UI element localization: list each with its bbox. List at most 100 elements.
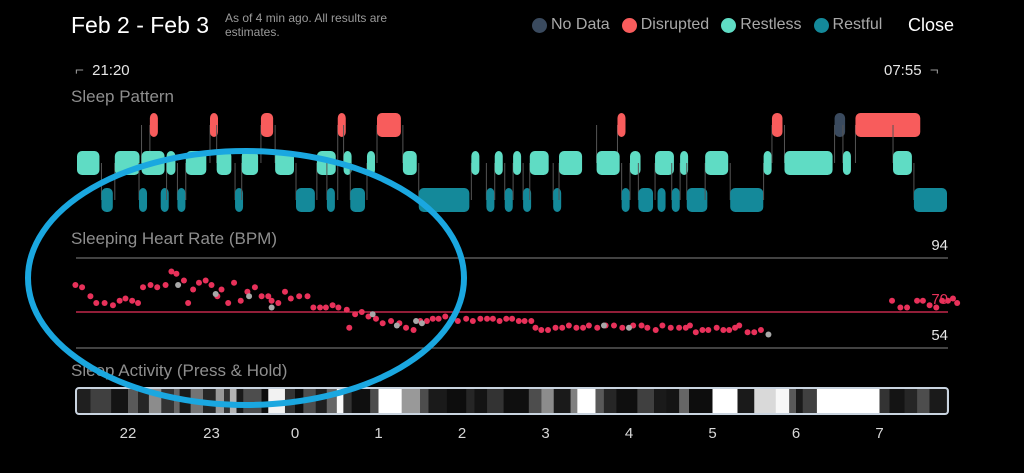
hr-point <box>652 327 659 333</box>
hr-point <box>287 295 294 302</box>
pattern-segment-restless <box>596 151 620 175</box>
hr-point <box>744 329 751 336</box>
hr-point <box>686 322 693 329</box>
pattern-segment-restful <box>418 188 470 212</box>
activity-cell <box>503 388 529 414</box>
activity-cell <box>261 388 269 414</box>
hr-point <box>358 309 365 315</box>
activity-cell <box>370 388 379 414</box>
activity-cell <box>315 388 327 414</box>
legend-swatch-disrupted <box>621 17 637 33</box>
pattern-segment-restful <box>730 188 764 212</box>
legend-label-restful: Restful <box>832 16 883 33</box>
hour-tick-label: 1 <box>374 425 382 442</box>
hr-point <box>116 297 123 304</box>
activity-cell <box>666 388 680 414</box>
hr-point <box>180 277 187 284</box>
hr-point <box>202 277 209 284</box>
pattern-segment-restful <box>657 188 666 212</box>
hr-point <box>914 297 921 304</box>
pattern-segment-restless <box>77 151 100 175</box>
activity-cell <box>616 388 638 414</box>
hr-point <box>93 300 100 306</box>
hr-point <box>335 304 342 311</box>
hr-point <box>521 318 528 324</box>
sleep-activity-chart[interactable] <box>75 387 949 415</box>
hr-ref-label: 94 <box>931 237 948 254</box>
activity-cell <box>351 388 371 414</box>
hr-point <box>129 297 136 304</box>
activity-cell <box>466 388 475 414</box>
hr-point <box>304 293 311 300</box>
hr-point <box>692 329 699 336</box>
start-time: ⌐ 21:20 <box>75 62 130 79</box>
hr-point <box>944 297 951 304</box>
hr-point <box>699 327 706 333</box>
hr-point <box>379 320 386 327</box>
activity-cell <box>128 388 139 414</box>
pattern-segment-restless <box>630 151 641 175</box>
activity-cell <box>796 388 803 414</box>
hr-point <box>310 304 317 311</box>
pattern-segment-disrupted <box>771 113 783 137</box>
pattern-segment-restless <box>275 151 294 175</box>
hr-point <box>87 293 94 300</box>
legend-item-no-data: No Data <box>532 16 610 34</box>
activity-cell <box>679 388 690 414</box>
hr-point <box>346 324 353 331</box>
activity-cell <box>637 388 655 414</box>
pattern-segment-disrupted <box>260 113 274 137</box>
pattern-segment-restful <box>177 188 186 212</box>
pattern-segment-restful <box>139 188 148 212</box>
pattern-segment-disrupted <box>376 113 401 137</box>
hr-point <box>528 318 535 324</box>
hr-point <box>503 315 510 322</box>
hr-point <box>552 324 559 331</box>
activity-cell <box>326 388 337 414</box>
pattern-segment-no-data <box>834 113 846 137</box>
activity-cell <box>904 388 918 414</box>
pattern-segment-restful <box>350 188 365 212</box>
close-button[interactable]: Close <box>907 15 954 35</box>
hr-point <box>736 322 743 329</box>
activity-cell <box>917 388 930 414</box>
legend-swatch-no-data <box>532 17 547 33</box>
page-title: Feb 2 - Feb 3 <box>71 12 210 38</box>
heart-rate-heading: Sleeping Heart Rate (BPM) <box>71 229 277 248</box>
hr-point <box>231 279 238 286</box>
hr-point <box>296 293 303 300</box>
pattern-segment-restless <box>842 151 851 175</box>
activity-cell <box>789 388 796 414</box>
pattern-segment-restful <box>523 188 532 212</box>
start-time-label: 21:20 <box>92 62 130 79</box>
hour-tick-label: 3 <box>541 425 549 442</box>
pattern-segment-restless <box>705 151 729 175</box>
sleep-pattern-heading: Sleep Pattern <box>71 87 175 106</box>
activity-cell <box>236 388 244 414</box>
pattern-segment-restful <box>160 188 169 212</box>
hr-point <box>281 288 288 295</box>
hr-point <box>329 302 336 309</box>
pattern-segment-restless <box>655 151 674 175</box>
hr-point <box>897 304 904 311</box>
activity-cell <box>929 388 947 414</box>
hour-tick-label: 0 <box>291 425 299 442</box>
hr-point <box>594 324 601 331</box>
activity-cell <box>737 388 755 414</box>
hr-point <box>343 306 350 313</box>
hr-point <box>393 322 400 329</box>
legend-item-restful: Restful <box>813 16 883 34</box>
hr-point <box>573 324 580 331</box>
hr-point <box>585 322 592 329</box>
pattern-segment-restful <box>101 188 113 212</box>
legend-item-disrupted: Disrupted <box>621 16 709 34</box>
hr-point <box>246 293 253 300</box>
hr-point <box>600 322 607 329</box>
activity-cell <box>528 388 542 414</box>
activity-cell <box>603 388 617 414</box>
hr-point <box>208 282 215 288</box>
pattern-segment-restful <box>235 188 244 212</box>
activity-cell <box>215 388 225 414</box>
highlight-ellipse <box>25 148 467 408</box>
activity-cell <box>224 388 230 414</box>
